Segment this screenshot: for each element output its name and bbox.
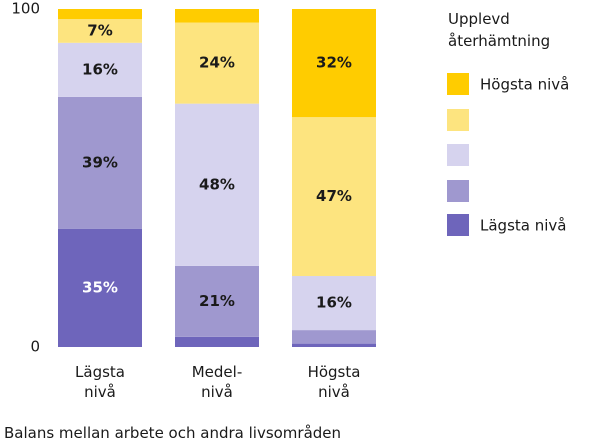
legend-swatch: [447, 180, 469, 202]
bar-segment: [58, 9, 142, 20]
value-label: 7%: [87, 21, 112, 39]
bar-segment: [58, 228, 142, 347]
bar-segment: [175, 336, 259, 347]
bar-segment: [292, 276, 376, 331]
bar-segment: [58, 42, 142, 97]
y-tick-label: 100: [11, 0, 40, 18]
legend-swatch: [447, 73, 469, 95]
value-label: 32%: [316, 54, 352, 72]
value-label: 35%: [82, 278, 118, 296]
bar-segment: [175, 22, 259, 104]
value-label: 48%: [199, 175, 235, 193]
legend-title: Upplevd återhämtning: [448, 10, 551, 50]
bar-segment: [292, 343, 376, 347]
legend-swatch: [447, 214, 469, 236]
bar-segment: [175, 265, 259, 337]
x-tick-label: Medel- nivå: [191, 363, 243, 401]
legend-swatch: [447, 109, 469, 131]
bar-segment: [175, 103, 259, 266]
bar-segment: [175, 9, 259, 23]
value-label: 21%: [199, 292, 235, 310]
bar-segment: [292, 117, 376, 277]
x-tick-label: Lägsta nivå: [75, 363, 125, 401]
bar-segment: [58, 96, 142, 229]
x-tick-label: Högsta nivå: [307, 363, 361, 401]
bar-segment: [58, 19, 142, 43]
legend-swatch: [447, 144, 469, 166]
value-label: 47%: [316, 187, 352, 205]
bar-segment: [292, 9, 376, 118]
value-label: 16%: [316, 294, 352, 312]
bar-segment: [292, 330, 376, 344]
legend-label: Lägsta nivå: [480, 217, 566, 235]
x-axis-title: Balans mellan arbete och andra livsområd…: [4, 424, 342, 442]
value-label: 24%: [199, 54, 235, 72]
legend-label: Högsta nivå: [480, 76, 569, 94]
value-label: 16%: [82, 60, 118, 78]
y-tick-label: 0: [30, 338, 40, 356]
value-label: 39%: [82, 153, 118, 171]
